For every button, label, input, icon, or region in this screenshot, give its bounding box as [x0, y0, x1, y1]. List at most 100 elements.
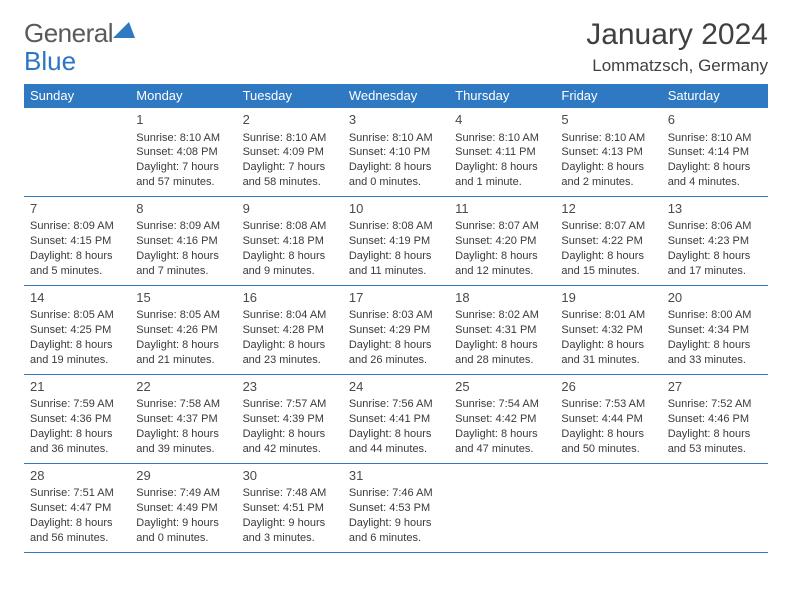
- calendar-empty-cell: [555, 463, 661, 552]
- calendar-day-cell: 28Sunrise: 7:51 AMSunset: 4:47 PMDayligh…: [24, 463, 130, 552]
- calendar-day-cell: 6Sunrise: 8:10 AMSunset: 4:14 PMDaylight…: [662, 108, 768, 197]
- daylight-text: Daylight: 8 hours and 17 minutes.: [668, 249, 762, 279]
- sunrise-text: Sunrise: 8:06 AM: [668, 219, 762, 234]
- sunset-text: Sunset: 4:23 PM: [668, 234, 762, 249]
- sunrise-text: Sunrise: 8:01 AM: [561, 308, 655, 323]
- logo: General: [24, 18, 137, 49]
- daylight-text: Daylight: 8 hours and 23 minutes.: [243, 338, 337, 368]
- calendar-day-cell: 30Sunrise: 7:48 AMSunset: 4:51 PMDayligh…: [237, 463, 343, 552]
- daylight-text: Daylight: 8 hours and 42 minutes.: [243, 427, 337, 457]
- daylight-text: Daylight: 8 hours and 53 minutes.: [668, 427, 762, 457]
- title-block: January 2024 Lommatzsch, Germany: [586, 18, 768, 76]
- calendar-day-cell: 31Sunrise: 7:46 AMSunset: 4:53 PMDayligh…: [343, 463, 449, 552]
- daylight-text: Daylight: 8 hours and 36 minutes.: [30, 427, 124, 457]
- logo-text-blue: Blue: [24, 46, 76, 77]
- day-number: 27: [668, 378, 762, 396]
- sunset-text: Sunset: 4:25 PM: [30, 323, 124, 338]
- calendar-empty-cell: [449, 463, 555, 552]
- calendar-week-row: 14Sunrise: 8:05 AMSunset: 4:25 PMDayligh…: [24, 285, 768, 374]
- calendar-day-cell: 14Sunrise: 8:05 AMSunset: 4:25 PMDayligh…: [24, 285, 130, 374]
- location-label: Lommatzsch, Germany: [586, 56, 768, 76]
- day-number: 25: [455, 378, 549, 396]
- calendar-day-cell: 10Sunrise: 8:08 AMSunset: 4:19 PMDayligh…: [343, 196, 449, 285]
- calendar-header-row: SundayMondayTuesdayWednesdayThursdayFrid…: [24, 84, 768, 108]
- daylight-text: Daylight: 8 hours and 44 minutes.: [349, 427, 443, 457]
- sunrise-text: Sunrise: 7:51 AM: [30, 486, 124, 501]
- day-header: Tuesday: [237, 84, 343, 108]
- logo-triangle-icon: [113, 22, 135, 43]
- calendar-day-cell: 4Sunrise: 8:10 AMSunset: 4:11 PMDaylight…: [449, 108, 555, 197]
- calendar-day-cell: 21Sunrise: 7:59 AMSunset: 4:36 PMDayligh…: [24, 374, 130, 463]
- day-number: 17: [349, 289, 443, 307]
- calendar-day-cell: 5Sunrise: 8:10 AMSunset: 4:13 PMDaylight…: [555, 108, 661, 197]
- sunrise-text: Sunrise: 7:49 AM: [136, 486, 230, 501]
- sunrise-text: Sunrise: 8:10 AM: [136, 131, 230, 146]
- sunset-text: Sunset: 4:51 PM: [243, 501, 337, 516]
- calendar-week-row: 21Sunrise: 7:59 AMSunset: 4:36 PMDayligh…: [24, 374, 768, 463]
- calendar-day-cell: 7Sunrise: 8:09 AMSunset: 4:15 PMDaylight…: [24, 196, 130, 285]
- sunset-text: Sunset: 4:49 PM: [136, 501, 230, 516]
- day-header: Friday: [555, 84, 661, 108]
- sunrise-text: Sunrise: 7:46 AM: [349, 486, 443, 501]
- sunrise-text: Sunrise: 8:10 AM: [243, 131, 337, 146]
- sunset-text: Sunset: 4:08 PM: [136, 145, 230, 160]
- daylight-text: Daylight: 8 hours and 28 minutes.: [455, 338, 549, 368]
- sunrise-text: Sunrise: 8:09 AM: [30, 219, 124, 234]
- day-number: 7: [30, 200, 124, 218]
- day-number: 23: [243, 378, 337, 396]
- daylight-text: Daylight: 9 hours and 3 minutes.: [243, 516, 337, 546]
- daylight-text: Daylight: 8 hours and 50 minutes.: [561, 427, 655, 457]
- daylight-text: Daylight: 8 hours and 47 minutes.: [455, 427, 549, 457]
- calendar-week-row: 7Sunrise: 8:09 AMSunset: 4:15 PMDaylight…: [24, 196, 768, 285]
- sunset-text: Sunset: 4:10 PM: [349, 145, 443, 160]
- daylight-text: Daylight: 8 hours and 19 minutes.: [30, 338, 124, 368]
- sunrise-text: Sunrise: 8:08 AM: [243, 219, 337, 234]
- calendar-day-cell: 22Sunrise: 7:58 AMSunset: 4:37 PMDayligh…: [130, 374, 236, 463]
- sunrise-text: Sunrise: 7:56 AM: [349, 397, 443, 412]
- day-header: Monday: [130, 84, 236, 108]
- daylight-text: Daylight: 8 hours and 56 minutes.: [30, 516, 124, 546]
- calendar-day-cell: 1Sunrise: 8:10 AMSunset: 4:08 PMDaylight…: [130, 108, 236, 197]
- daylight-text: Daylight: 8 hours and 2 minutes.: [561, 160, 655, 190]
- sunset-text: Sunset: 4:32 PM: [561, 323, 655, 338]
- daylight-text: Daylight: 8 hours and 4 minutes.: [668, 160, 762, 190]
- month-title: January 2024: [586, 18, 768, 52]
- sunset-text: Sunset: 4:44 PM: [561, 412, 655, 427]
- calendar-empty-cell: [662, 463, 768, 552]
- daylight-text: Daylight: 8 hours and 33 minutes.: [668, 338, 762, 368]
- day-number: 18: [455, 289, 549, 307]
- calendar-day-cell: 11Sunrise: 8:07 AMSunset: 4:20 PMDayligh…: [449, 196, 555, 285]
- daylight-text: Daylight: 8 hours and 11 minutes.: [349, 249, 443, 279]
- sunrise-text: Sunrise: 8:10 AM: [561, 131, 655, 146]
- sunrise-text: Sunrise: 8:09 AM: [136, 219, 230, 234]
- sunset-text: Sunset: 4:42 PM: [455, 412, 549, 427]
- sunrise-text: Sunrise: 7:57 AM: [243, 397, 337, 412]
- sunrise-text: Sunrise: 8:07 AM: [561, 219, 655, 234]
- day-number: 8: [136, 200, 230, 218]
- day-number: 4: [455, 111, 549, 129]
- sunset-text: Sunset: 4:36 PM: [30, 412, 124, 427]
- calendar-body: 1Sunrise: 8:10 AMSunset: 4:08 PMDaylight…: [24, 108, 768, 553]
- sunset-text: Sunset: 4:09 PM: [243, 145, 337, 160]
- sunset-text: Sunset: 4:19 PM: [349, 234, 443, 249]
- sunset-text: Sunset: 4:22 PM: [561, 234, 655, 249]
- daylight-text: Daylight: 8 hours and 15 minutes.: [561, 249, 655, 279]
- sunrise-text: Sunrise: 8:10 AM: [668, 131, 762, 146]
- sunrise-text: Sunrise: 8:05 AM: [136, 308, 230, 323]
- calendar-day-cell: 17Sunrise: 8:03 AMSunset: 4:29 PMDayligh…: [343, 285, 449, 374]
- sunrise-text: Sunrise: 8:10 AM: [455, 131, 549, 146]
- calendar-day-cell: 20Sunrise: 8:00 AMSunset: 4:34 PMDayligh…: [662, 285, 768, 374]
- calendar-day-cell: 25Sunrise: 7:54 AMSunset: 4:42 PMDayligh…: [449, 374, 555, 463]
- daylight-text: Daylight: 8 hours and 9 minutes.: [243, 249, 337, 279]
- sunrise-text: Sunrise: 7:53 AM: [561, 397, 655, 412]
- sunset-text: Sunset: 4:16 PM: [136, 234, 230, 249]
- calendar-day-cell: 9Sunrise: 8:08 AMSunset: 4:18 PMDaylight…: [237, 196, 343, 285]
- calendar-day-cell: 27Sunrise: 7:52 AMSunset: 4:46 PMDayligh…: [662, 374, 768, 463]
- daylight-text: Daylight: 7 hours and 57 minutes.: [136, 160, 230, 190]
- daylight-text: Daylight: 8 hours and 39 minutes.: [136, 427, 230, 457]
- sunset-text: Sunset: 4:41 PM: [349, 412, 443, 427]
- day-number: 3: [349, 111, 443, 129]
- day-number: 24: [349, 378, 443, 396]
- day-number: 29: [136, 467, 230, 485]
- sunset-text: Sunset: 4:29 PM: [349, 323, 443, 338]
